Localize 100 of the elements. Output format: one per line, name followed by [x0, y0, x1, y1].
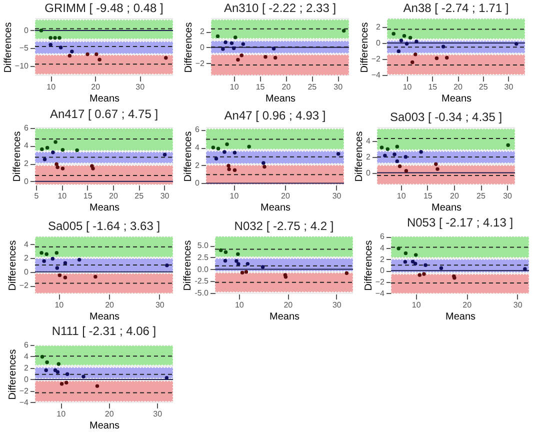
x-tick-label: 10	[230, 82, 240, 92]
x-tick-label: 30	[136, 82, 146, 92]
x-tick-label: 15	[256, 82, 266, 92]
x-tick-label: 10	[234, 300, 244, 310]
x-tick-label: 15	[423, 192, 433, 200]
y-tick-label: 5.0	[197, 241, 210, 250]
y-tick-label: −10	[14, 62, 30, 71]
x-tick-label: 20	[109, 192, 118, 200]
y-tick-label: 4	[366, 136, 372, 146]
x-tick-label: 5	[34, 192, 40, 200]
y-tick-label: 4	[24, 240, 30, 249]
y-tick-label: 0	[366, 168, 372, 178]
y-tick-label: 4	[380, 243, 386, 252]
x-tick-label: 10	[54, 300, 64, 310]
y-tick-label: −2	[19, 281, 30, 290]
x-tick-label: 30	[513, 300, 523, 310]
y-axis-title: Differences	[183, 22, 194, 73]
x-axis-title: Means	[441, 94, 472, 104]
x-axis-title: Means	[445, 312, 476, 322]
x-axis-title: Means	[431, 202, 462, 214]
y-tick-label: 2	[366, 152, 372, 162]
chart-title: An417 [ 0.67 ; 4.75 ]	[50, 106, 158, 121]
y-axis-title: Differences	[7, 240, 18, 291]
y-axis-title: Differences	[12, 131, 24, 182]
y-tick-label: 0	[380, 266, 386, 276]
y-tick-label: 0.0	[197, 264, 210, 274]
y-tick-label: −4	[371, 70, 382, 80]
y-tick-label: 0	[24, 374, 30, 384]
y-tick-label: -2.5	[194, 276, 210, 286]
x-tick-label: 10	[230, 192, 240, 200]
x-axis-title: Means	[89, 94, 120, 104]
y-tick-label: −4	[375, 288, 386, 298]
x-tick-label: 10	[58, 192, 68, 200]
x-tick-label: 20	[450, 192, 460, 200]
y-axis-title: Differences	[7, 349, 18, 400]
y-tick-label: 0	[24, 176, 30, 186]
x-tick-label: 20	[105, 300, 115, 310]
x-tick-label: 20	[104, 410, 114, 418]
y-tick-label: 2	[24, 363, 30, 372]
y-tick-label: 6	[24, 123, 30, 132]
y-tick-label: −4	[19, 398, 30, 407]
y-tick-label: −2	[371, 54, 382, 64]
x-axis-title: Means	[269, 312, 300, 322]
x-tick-label: 20	[284, 300, 294, 310]
x-tick-label: 10	[412, 300, 422, 310]
chart-title: An310 [ -2.22 ; 2.33 ]	[224, 1, 336, 15]
x-tick-label: 10	[56, 410, 66, 418]
y-tick-label: 4	[195, 143, 200, 152]
y-axis-title: Differences	[183, 131, 194, 182]
y-tick-label: 2	[24, 159, 30, 168]
x-tick-label: 25	[134, 192, 144, 200]
x-tick-label: 15	[428, 82, 438, 92]
y-tick-label: 0	[376, 38, 382, 48]
chart-title: Sa003 [ -0.34 ; 4.35 ]	[390, 110, 502, 124]
y-tick-label: 4	[24, 141, 30, 150]
x-axis-title: Means	[260, 202, 291, 214]
x-tick-label: 30	[155, 300, 165, 310]
chart-title: N111 [ -2.31 ; 4.06 ]	[52, 324, 156, 338]
x-tick-label: 20	[454, 82, 464, 92]
x-tick-label: 10	[46, 82, 56, 92]
y-tick-label: 0	[24, 26, 30, 35]
x-tick-label: 20	[282, 82, 292, 92]
x-axis-title: Means	[89, 202, 120, 214]
chart-title: N053 [ -2.17 ; 4.13 ]	[406, 216, 514, 230]
x-tick-label: 20	[462, 300, 472, 310]
y-axis-title: Differences	[363, 240, 374, 291]
y-tick-label: 2	[376, 22, 382, 32]
x-axis-title: Means	[265, 94, 296, 104]
y-tick-label: -5.0	[194, 288, 210, 298]
y-tick-label: 6	[24, 340, 30, 350]
y-tick-label: −5	[19, 44, 30, 53]
chart-title: GRIMM [ -9.48 ; 0.48 ]	[44, 1, 164, 15]
x-tick-label: 30	[504, 82, 514, 92]
x-tick-label: 10	[396, 192, 406, 200]
x-tick-label: 30	[503, 192, 513, 200]
chart-title: N032 [ -2.75 ; 4.2 ]	[234, 218, 334, 233]
x-tick-label: 25	[308, 82, 318, 92]
y-tick-label: 2	[200, 27, 206, 36]
chart-title: An47 [ 0.96 ; 4.93 ]	[224, 108, 326, 123]
y-tick-label: 2	[380, 254, 386, 264]
y-tick-label: 6	[380, 232, 386, 242]
x-tick-label: 10	[402, 82, 412, 92]
y-tick-label: 2.5	[197, 252, 210, 262]
chart-title: Sa005 [ -1.64 ; 3.63 ]	[48, 219, 160, 233]
y-tick-label: 0	[24, 267, 30, 276]
y-tick-label: 0	[200, 42, 206, 52]
y-axis-title: Differences	[359, 22, 370, 73]
x-axis-title: Means	[89, 420, 120, 432]
x-tick-label: 30	[334, 82, 344, 92]
y-tick-label: −2	[195, 58, 206, 68]
y-axis-title: Differences	[2, 22, 14, 73]
x-tick-label: 15	[83, 192, 93, 200]
x-tick-label: 30	[332, 300, 342, 310]
y-axis-title: Differences	[354, 131, 366, 182]
x-tick-label: 30	[153, 410, 163, 418]
y-tick-label: 4	[24, 352, 30, 361]
chart-title: An38 [ -2.74 ; 1.71 ]	[403, 1, 509, 15]
x-tick-label: 25	[478, 82, 488, 92]
x-tick-label: 20	[91, 82, 101, 92]
x-tick-label: 25	[476, 192, 486, 200]
